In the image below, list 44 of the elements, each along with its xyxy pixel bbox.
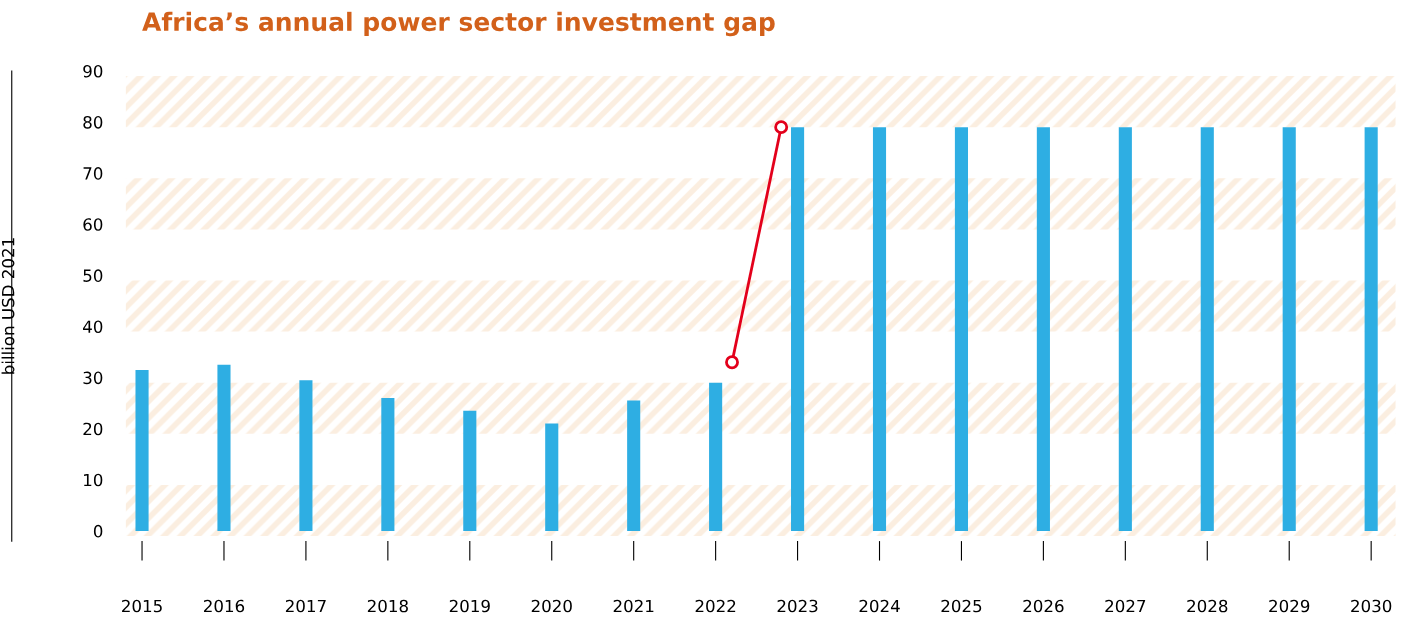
- y-tick-label: 40: [83, 320, 103, 334]
- bar: [1200, 127, 1214, 531]
- y-tick-label: 20: [83, 422, 103, 436]
- x-tick-label: 2026: [1023, 599, 1064, 613]
- bar: [872, 127, 887, 531]
- y-tick-label: 80: [83, 116, 103, 129]
- x-tick-label: 2023: [777, 599, 818, 613]
- y-tick-label: 0: [93, 524, 103, 538]
- bar: [381, 398, 395, 531]
- x-tick-label: 2027: [1105, 599, 1146, 613]
- y-tick-label: 90: [83, 64, 103, 78]
- x-tick-label: 2018: [367, 599, 408, 613]
- bar: [791, 127, 805, 531]
- x-tick-label: 2016: [203, 599, 245, 613]
- bar: [954, 127, 969, 531]
- x-tick-label: 2025: [941, 599, 982, 613]
- y-tick-label: 10: [84, 473, 103, 487]
- x-tick-label: 2021: [613, 599, 654, 613]
- x-tick-label: 2030: [1351, 599, 1392, 613]
- x-tick-label: 2024: [859, 599, 900, 613]
- x-tick-label: 2019: [449, 599, 490, 613]
- x-tick-label: 2017: [285, 599, 326, 613]
- bar: [709, 382, 723, 531]
- bar: [463, 410, 477, 531]
- bar: [217, 364, 231, 531]
- y-axis-title: billion USD 2021: [1, 238, 15, 374]
- x-tick-label: 2029: [1269, 599, 1310, 613]
- x-tick-label: 2020: [531, 599, 572, 613]
- x-tick-label: 2022: [695, 599, 736, 613]
- bar: [299, 380, 313, 531]
- y-tick-label: 60: [83, 218, 103, 231]
- bar: [627, 400, 641, 531]
- y-tick-label: 70: [83, 167, 103, 180]
- y-tick-label: 50: [83, 269, 103, 282]
- x-tick-label: 2015: [122, 599, 162, 613]
- bar: [135, 369, 149, 531]
- bar: [1036, 127, 1050, 531]
- bar: [1282, 127, 1296, 531]
- x-tick-label: 2028: [1187, 599, 1228, 613]
- bar: [545, 423, 559, 531]
- y-tick-label: 30: [83, 371, 103, 385]
- bar: [1364, 127, 1378, 531]
- bar: [1118, 127, 1132, 531]
- chart-title: Africa’s annual power sector investment gap: [142, 11, 775, 37]
